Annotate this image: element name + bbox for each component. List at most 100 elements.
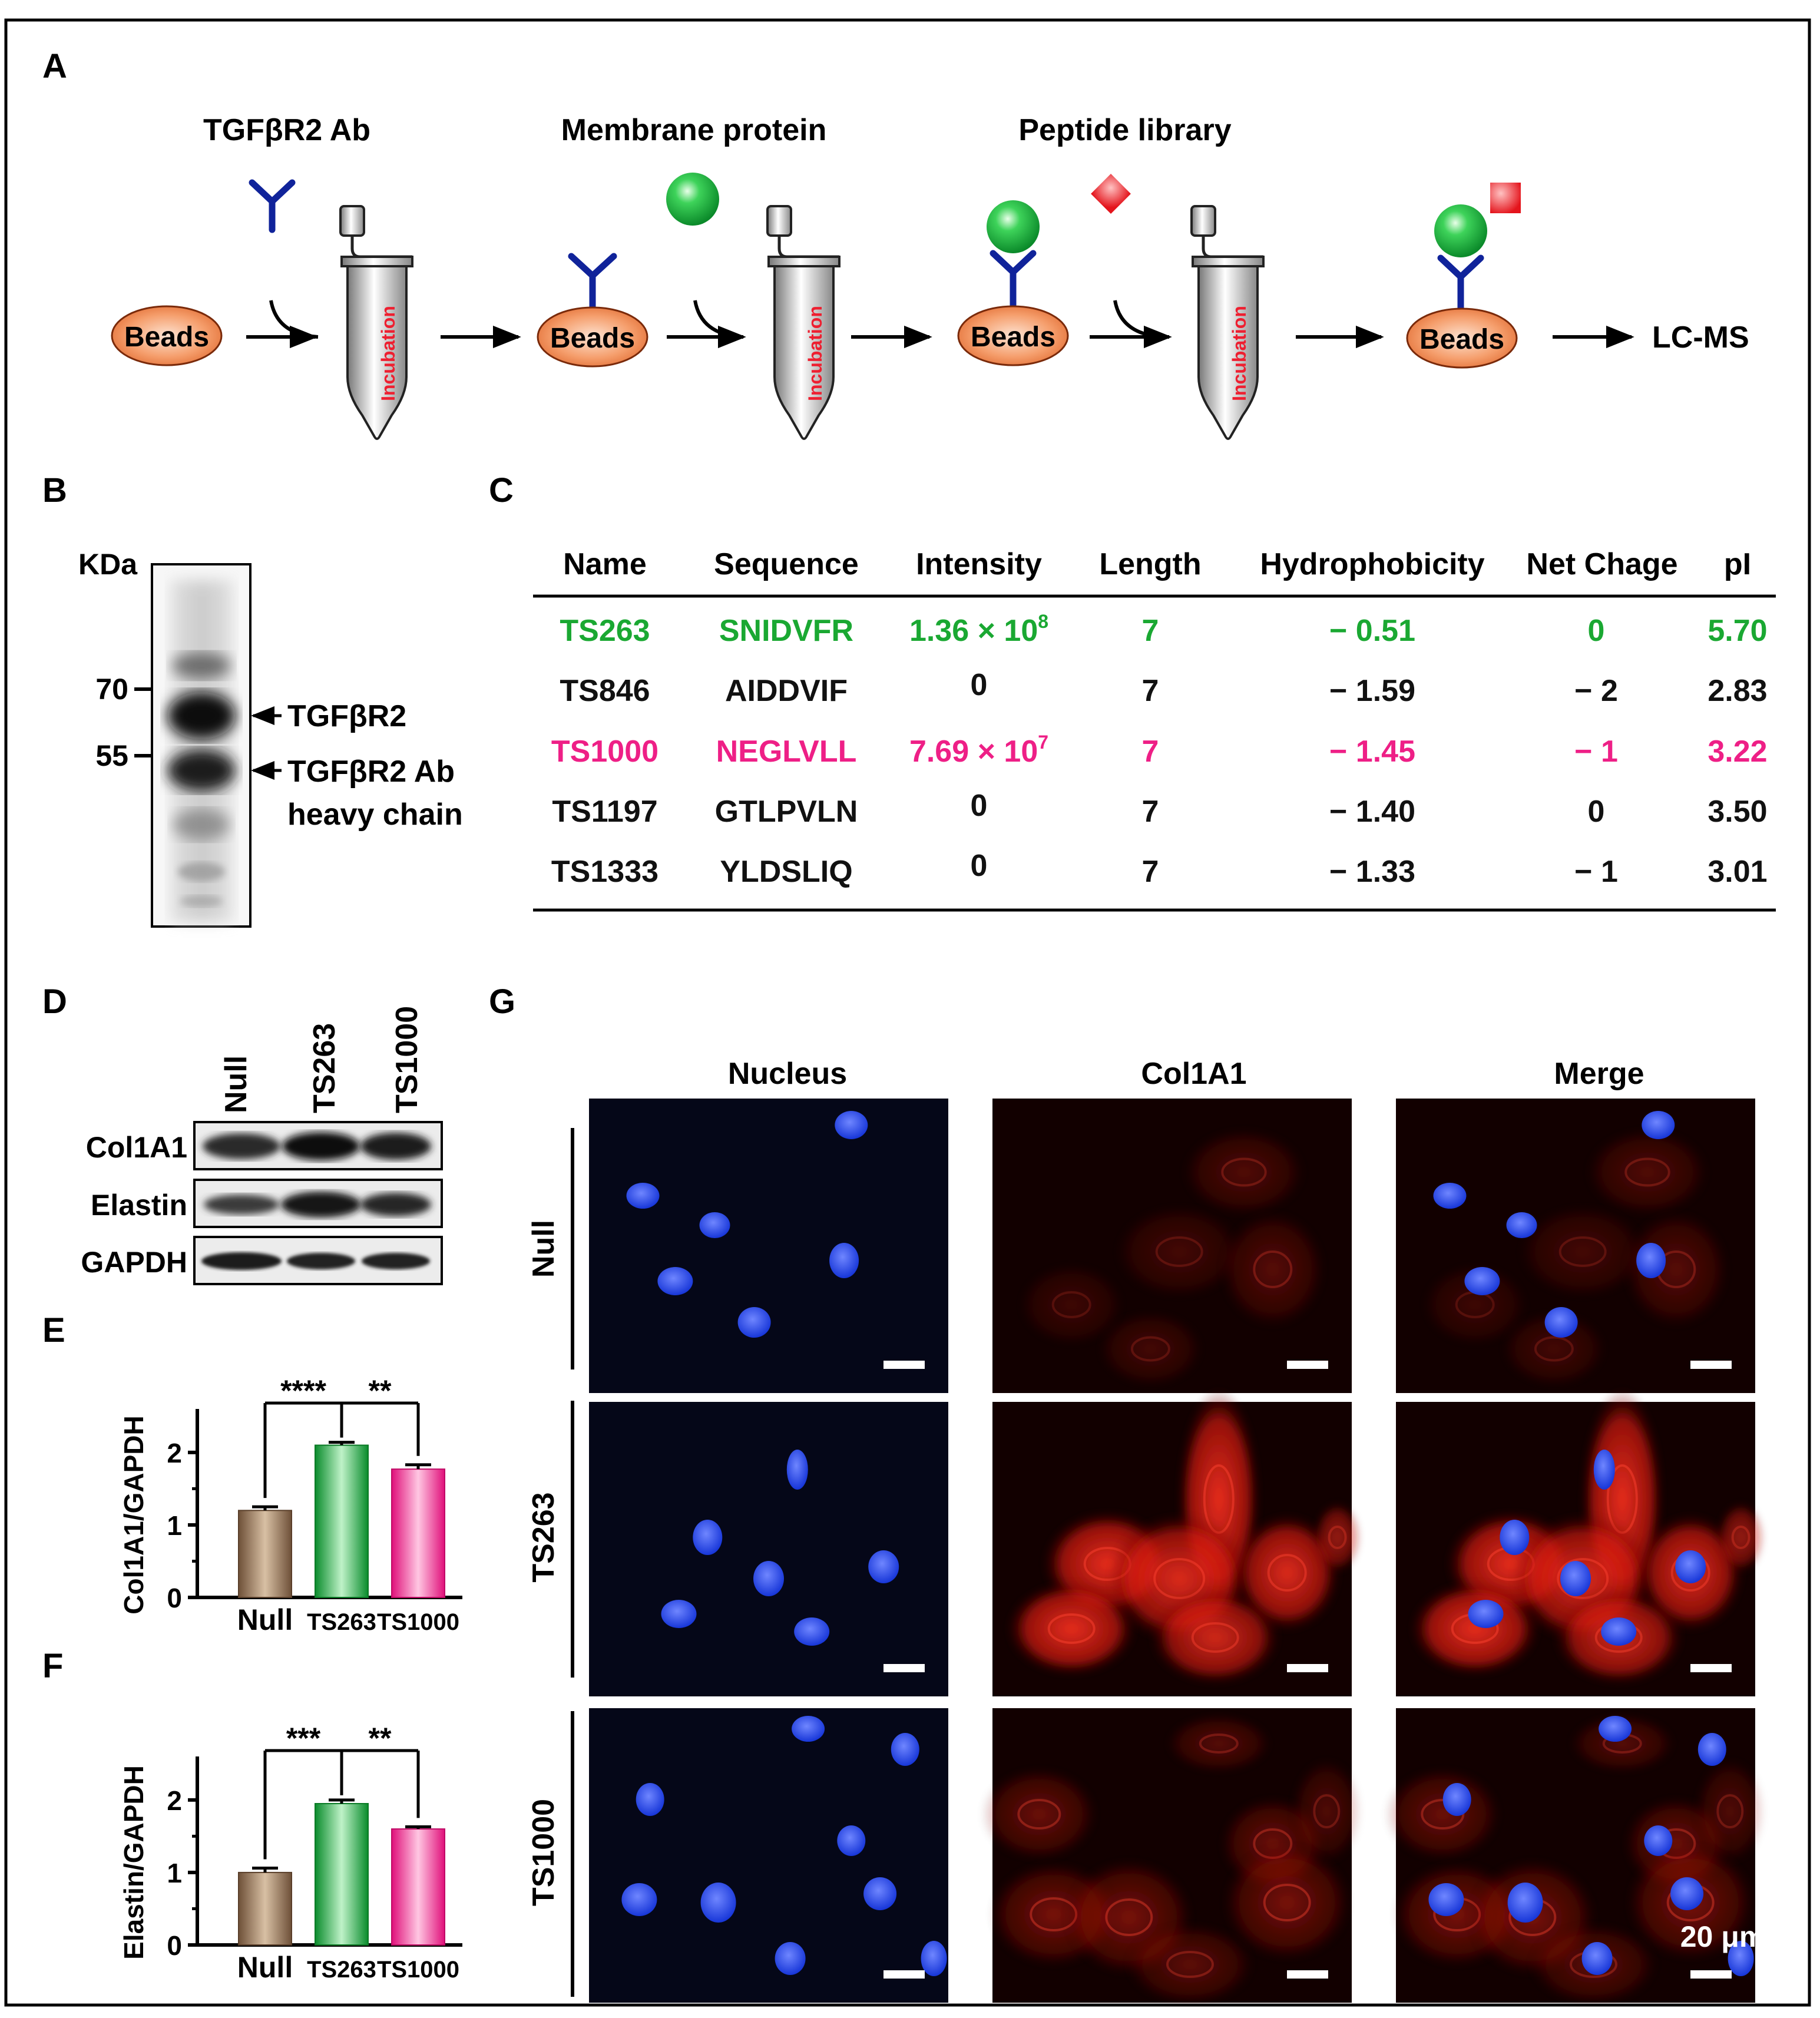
cell-intensity: 0 [971,668,988,702]
micrograph-merge-null [1396,1099,1755,1393]
band-label-ab-line2: heavy chain [287,798,463,832]
cytoplasm-signal [1313,1502,1361,1573]
band-label-ab-line1: TGFβR2 Ab [287,755,455,789]
y-tick-label: 2 [167,1785,182,1816]
y-tick-label: 0 [167,1930,182,1961]
cell-outline [1051,1291,1091,1318]
cytoplasm-signal [1182,1128,1306,1216]
cell-hydrophobicity: − 1.40 [1329,795,1415,829]
row-elastin: Elastin [91,1189,187,1222]
scale-bar [1287,1361,1328,1369]
curve-arrow-2 [693,300,743,339]
micrograph-grid [589,1099,1766,2006]
cytoplasm-signal [980,1767,1098,1861]
nucleus-signal [753,1561,784,1596]
nucleus-signal [794,1617,830,1646]
cell-pi: 3.50 [1708,795,1767,829]
table-row: TS263 SNIDVFR 7 − 0.51 0 5.70 1.36 × 108 [560,611,1767,648]
curve-arrow-3 [1113,300,1164,339]
nucleus-signal [1433,1183,1467,1209]
micrograph-merge-ts263 [1396,1387,1765,1696]
scale-bar [883,1361,925,1369]
cell-intensity: 0 [971,849,988,883]
intensity-base: 0 [971,849,988,883]
beads-4-label: Beads [1419,324,1504,355]
table-row: TS1000 NEGLVLL 7− 1.45− 1 3.227.69 × 107 [551,732,1768,769]
marker-70: 70 [95,673,128,706]
nucleus-signal [657,1267,693,1295]
bar-ts263 [315,1803,369,1946]
cell-sequence: NEGLVLL [716,735,857,769]
cytoplasm-signal [1410,1582,1540,1676]
panel-label-b: B [42,471,67,510]
cell-net-charge: 0 [1588,614,1605,648]
y-tick-label: 1 [167,1510,182,1541]
lane-ts263: TS263 [307,1023,342,1113]
cell-sequence: GTLPVLN [715,795,858,829]
nucleus-signal [1675,1550,1706,1583]
label-peptide-library: Peptide library [1018,113,1231,147]
cell-outline [1153,1558,1206,1599]
nucleus-signal [891,1733,919,1766]
western-blot-b [151,563,252,928]
cell-outline [1557,1558,1609,1599]
bar-ts1000 [391,1468,445,1598]
cell-outline [1199,1734,1239,1754]
bar-ts263 [315,1444,369,1599]
cytoplasm-signal [1166,1714,1272,1773]
nucleus-signal [1428,1883,1464,1916]
panel-a: A TGFβR2 Ab Membrane protein Peptide lib… [42,47,1749,439]
micrograph-nucleus-ts263 [589,1402,948,1696]
cell-pi: 5.70 [1708,614,1767,648]
cell-outline [1191,1622,1239,1653]
scale-bar [1690,1664,1732,1672]
nucleus-signal [1507,1883,1543,1923]
nucleus-signal [661,1600,697,1628]
cell-outline [1313,1794,1341,1828]
cell-outline [1166,1951,1214,1978]
row-col1a1: Col1A1 [86,1131,187,1164]
cell-pi: 2.83 [1708,674,1767,708]
tube-3 [1192,206,1263,439]
cytoplasm-signal [1097,1311,1204,1387]
beads-3: Beads [957,200,1069,366]
nucleus-signal [1670,1877,1704,1910]
cytoplasm-signal [1219,1210,1326,1328]
cell-pi: 3.01 [1708,855,1767,889]
band-label-tgfbr2: TGFβR2 [287,699,406,733]
tube-2-label: Incubation [805,306,826,401]
cell-length: 7 [1142,674,1159,708]
cell-outline [1253,1251,1293,1288]
beads-3-label: Beads [971,322,1055,353]
table-row: TS846 AIDDVIF 7 − 1.59 − 2 2.83 0 [560,668,1767,708]
panel-label-e: E [42,1311,65,1349]
label-membrane-protein: Membrane protein [561,113,827,147]
cytoplasm-signal [1150,1590,1280,1685]
cell-sequence: YLDSLIQ [720,855,852,889]
nucleus-signal [837,1825,866,1856]
cell-intensity: 7.69 × 107 [909,732,1048,769]
cell-name: TS846 [560,674,650,708]
micrograph-col1a1-ts263 [992,1387,1361,1696]
cell-intensity: 1.36 × 108 [909,611,1048,648]
nucleus-signal [1636,1243,1666,1278]
intensity-base: 1.36 × 10 [909,614,1038,648]
cell-pi: 3.22 [1708,735,1767,769]
y-tick-label: 2 [167,1438,182,1468]
panel-label-d: D [42,982,67,1021]
micrograph-nucleus-ts1000 [589,1708,948,2003]
panel-label-a: A [42,47,67,85]
nucleus-signal [1442,1783,1471,1816]
lcms-label: LC-MS [1652,320,1749,355]
panel-d: D Null TS263 TS1000 Col1A1 Elastin GAPDH [42,982,443,1285]
y-axis-label: Elastin/GAPDH [118,1765,149,1960]
figure-border [4,18,1811,2007]
cell-name: TS1333 [551,855,658,889]
micrograph-background [589,1099,948,1393]
table-header: Name Sequence Intensity Length Hydrophob… [563,547,1751,581]
x-tick-label: TS1000 [377,1609,459,1635]
cell-sequence: AIDDVIF [725,674,848,708]
nucleus-signal [1468,1600,1504,1628]
